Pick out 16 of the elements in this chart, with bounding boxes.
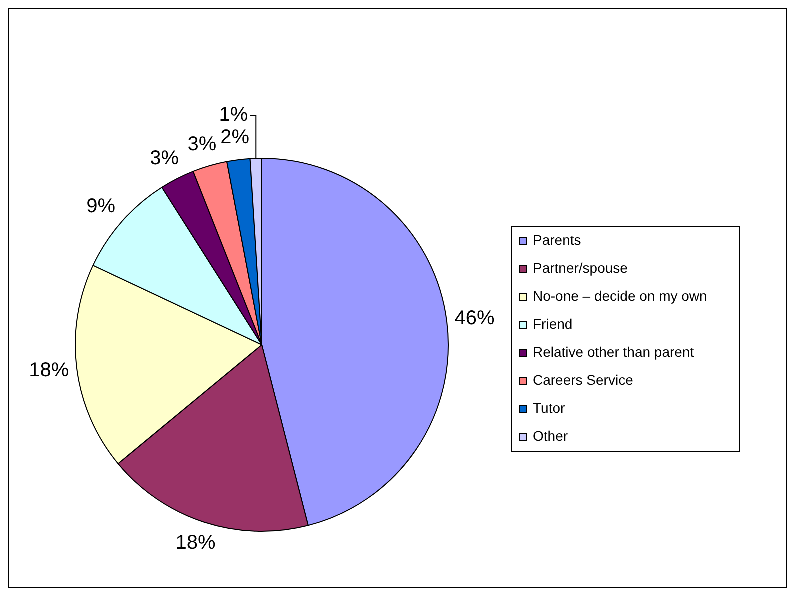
legend-label: Other [533, 428, 568, 444]
legend-label: Partner/spouse [533, 260, 628, 276]
legend-label: Parents [533, 232, 582, 248]
data-label: 3% [188, 133, 217, 156]
data-label: 46% [454, 307, 496, 330]
legend-label: Relative other than parent [533, 344, 694, 360]
data-label: 3% [150, 148, 180, 170]
data-label: 18% [176, 532, 216, 554]
data-label: 1% [219, 104, 248, 126]
legend-label: Careers Service [533, 372, 634, 388]
data-label: 18% [29, 360, 70, 382]
data-label: 2% [220, 126, 250, 149]
legend-label: Tutor [533, 400, 566, 416]
legend-label: Friend [533, 316, 573, 332]
data-label: 9% [86, 196, 116, 218]
legend-label: No-one – decide on my own [533, 288, 708, 304]
